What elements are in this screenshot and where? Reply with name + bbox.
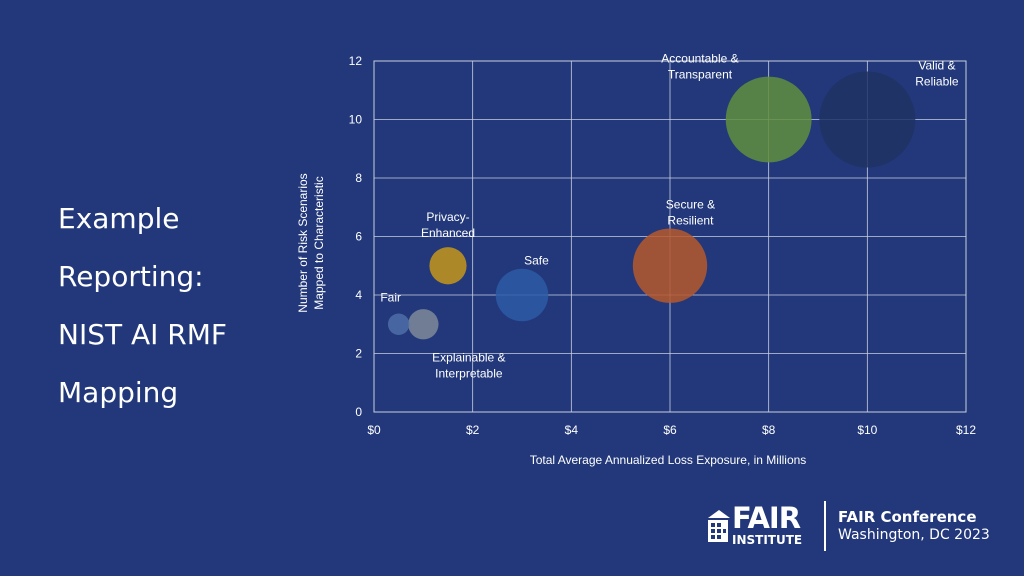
y-axis-label: Number of Risk Scenarios (296, 173, 310, 312)
y-tick-label: 10 (349, 113, 363, 127)
bubble-point (408, 309, 439, 340)
y-tick-label: 2 (355, 347, 362, 361)
slide-title-line: Mapping (58, 376, 179, 409)
footer-branding: FAIR INSTITUTE FAIR Conference Washingto… (706, 500, 990, 552)
y-tick-label: 4 (355, 288, 362, 302)
footer-divider (824, 501, 826, 551)
bubble-label: Reliable (915, 75, 959, 89)
x-tick-label: $2 (466, 423, 480, 437)
y-axis-label: Mapped to Characteristic (312, 176, 326, 309)
bubble-label: Secure & (666, 198, 715, 212)
bubble-label: Resilient (667, 214, 714, 228)
slide-title-line: NIST AI RMF (58, 318, 228, 351)
y-tick-label: 12 (349, 54, 363, 68)
conference-info: FAIR Conference Washington, DC 2023 (838, 508, 990, 544)
bubble-point (387, 313, 410, 335)
x-tick-label: $6 (663, 423, 677, 437)
bubble-point (495, 268, 549, 322)
bubble-label: Explainable & (432, 350, 505, 364)
bubble-label: Interpretable (435, 366, 503, 380)
y-tick-label: 8 (355, 171, 362, 185)
y-tick-label: 0 (355, 405, 362, 419)
x-tick-label: $0 (367, 423, 381, 437)
bubble-point (725, 76, 812, 163)
bubble-label: Transparent (668, 68, 733, 82)
logo-word: FAIR (732, 501, 801, 535)
conference-name: FAIR Conference (838, 508, 977, 526)
x-axis-label: Total Average Annualized Loss Exposure, … (530, 453, 807, 467)
logo-subword: INSTITUTE (732, 533, 803, 547)
bubble-point (819, 71, 916, 168)
slide-title: Example Reporting: NIST AI RMF Mapping (58, 190, 278, 422)
x-tick-label: $10 (857, 423, 877, 437)
conference-location: Washington, DC 2023 (838, 527, 990, 543)
building-icon (708, 510, 730, 542)
bubble-point (632, 228, 708, 303)
slide-title-line: Reporting: (58, 260, 204, 293)
bubble-point (429, 247, 467, 285)
x-tick-label: $4 (565, 423, 579, 437)
y-tick-label: 6 (355, 230, 362, 244)
bubble-label: Privacy- (426, 210, 469, 224)
bubble-label: Enhanced (421, 226, 475, 240)
x-tick-label: $8 (762, 423, 776, 437)
bubble-label: Safe (524, 254, 549, 268)
x-tick-label: $12 (956, 423, 976, 437)
bubble-label: Valid & (918, 59, 955, 73)
bubble-label: Fair (380, 291, 401, 305)
slide-title-line: Example (58, 202, 180, 235)
fair-institute-logo: FAIR INSTITUTE (706, 502, 814, 550)
bubble-label: Accountable & (661, 52, 738, 66)
